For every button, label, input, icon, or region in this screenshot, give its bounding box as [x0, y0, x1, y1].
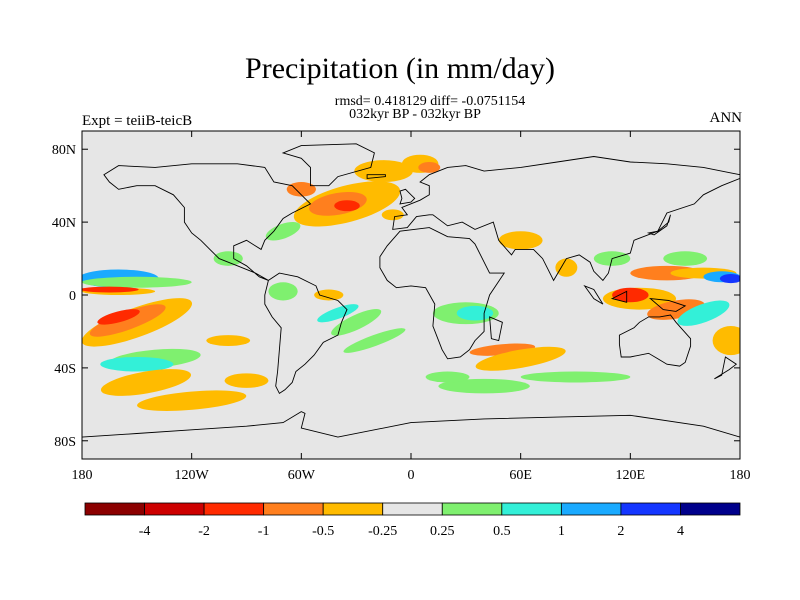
- anomaly-patch: [82, 276, 192, 288]
- colorbar-swatch: [382, 502, 443, 516]
- anomaly-patch: [498, 231, 543, 250]
- anomaly-patch: [100, 369, 192, 396]
- subtitle-period: 032kyr BP - 032kyr BP: [349, 107, 481, 122]
- colorbar-swatch: [680, 502, 741, 516]
- y-tick-label: 80N: [52, 143, 76, 158]
- season-label: ANN: [709, 110, 743, 126]
- x-tick-label: 180: [72, 468, 93, 483]
- colorbar-label: 1: [558, 524, 565, 539]
- anomaly-patch: [612, 287, 649, 303]
- colorbar-label: -1: [258, 524, 270, 539]
- coastline: [618, 314, 692, 367]
- x-tick-label: 60E: [509, 468, 532, 483]
- anomaly-patch: [89, 304, 166, 337]
- anomaly-patch: [663, 251, 708, 266]
- x-tick-label: 60W: [288, 468, 316, 483]
- colorbar-swatch: [322, 502, 384, 516]
- colorbar-label: 2: [617, 524, 624, 539]
- y-tick-label: 40S: [54, 362, 76, 377]
- anomaly-patch: [82, 286, 139, 293]
- colorbar: -4 -2 -1 -0.5 -0.25 0.25 0.5 1 2 4: [84, 502, 741, 539]
- anomaly-patch: [555, 258, 578, 277]
- colorbar-swatch: [501, 502, 562, 516]
- x-tick-label: 180: [730, 468, 751, 483]
- chart-title: Precipitation (in mm/day): [245, 52, 555, 85]
- colorbar-swatch: [144, 502, 205, 516]
- anomaly-patch: [213, 251, 243, 266]
- coastline: [392, 156, 740, 282]
- anomaly-patch: [712, 325, 740, 356]
- anomaly-patch: [97, 309, 140, 325]
- anomaly-patch: [425, 371, 470, 383]
- coastline: [610, 290, 628, 303]
- y-tick-label: 0: [69, 289, 76, 304]
- colorbar-label: 4: [677, 524, 684, 539]
- x-tick-label: 0: [408, 468, 415, 483]
- coastline: [399, 188, 416, 205]
- colorbar-swatch: [84, 502, 145, 516]
- axis-ticks: 180 120W 60W 0 60E 120E 180 80N 40N 0 40S 80S: [52, 131, 751, 483]
- anomaly-patch: [475, 346, 566, 371]
- coastline: [649, 298, 687, 312]
- coastline: [583, 284, 604, 305]
- coastline: [489, 316, 503, 342]
- colorbar-swatch: [620, 502, 681, 516]
- subtitle-stats: rmsd= 0.418129 diff= -0.0751154: [334, 94, 526, 109]
- anomaly-patch: [206, 335, 251, 347]
- coastline: [103, 163, 312, 281]
- anomaly-patch: [265, 221, 301, 241]
- anomaly-patch: [719, 274, 740, 284]
- coastline: [281, 143, 375, 187]
- anomaly-patch: [677, 300, 730, 326]
- anomaly-patch: [456, 305, 494, 321]
- colorbar-swatch: [441, 502, 503, 516]
- anomaly-patch: [334, 200, 360, 212]
- anomaly-patch: [331, 308, 382, 336]
- anomaly-patch: [100, 356, 174, 372]
- x-tick-label: 120E: [616, 468, 646, 483]
- x-tick-label: 120W: [175, 468, 210, 483]
- anomaly-patch: [343, 328, 406, 353]
- anomaly-patch: [286, 182, 316, 197]
- anomaly-patch: [520, 371, 631, 383]
- coastlines: [82, 143, 740, 459]
- anomaly-patch: [418, 161, 441, 173]
- anomaly-patch: [268, 282, 298, 301]
- coastline: [646, 214, 671, 236]
- anomaly-patch: [137, 390, 247, 411]
- coastline: [82, 411, 740, 459]
- anomaly-patch: [314, 289, 344, 301]
- anomaly-patch: [381, 209, 404, 221]
- colorbar-label: -2: [198, 524, 210, 539]
- coastline: [714, 356, 738, 380]
- coastline: [264, 272, 348, 395]
- colorbar-swatch: [263, 502, 324, 516]
- colorbar-label: 0.5: [493, 524, 511, 539]
- anomaly-patch: [354, 160, 413, 183]
- colorbar-label: -4: [139, 524, 151, 539]
- anomaly-patch: [224, 373, 269, 388]
- y-tick-label: 80S: [54, 435, 76, 450]
- colorbar-label: -0.25: [368, 524, 397, 539]
- colorbar-swatch: [560, 502, 622, 516]
- colorbar-swatch: [203, 502, 265, 516]
- colorbar-label: 0.25: [430, 524, 455, 539]
- coastline: [366, 174, 386, 179]
- experiment-label: Expt = teiiB-teicB: [82, 113, 193, 129]
- anomaly-patch: [317, 304, 359, 323]
- colorbar-label: -0.5: [312, 524, 334, 539]
- y-tick-label: 40N: [52, 216, 76, 231]
- anomaly-patch: [438, 378, 530, 394]
- coastline: [379, 227, 506, 360]
